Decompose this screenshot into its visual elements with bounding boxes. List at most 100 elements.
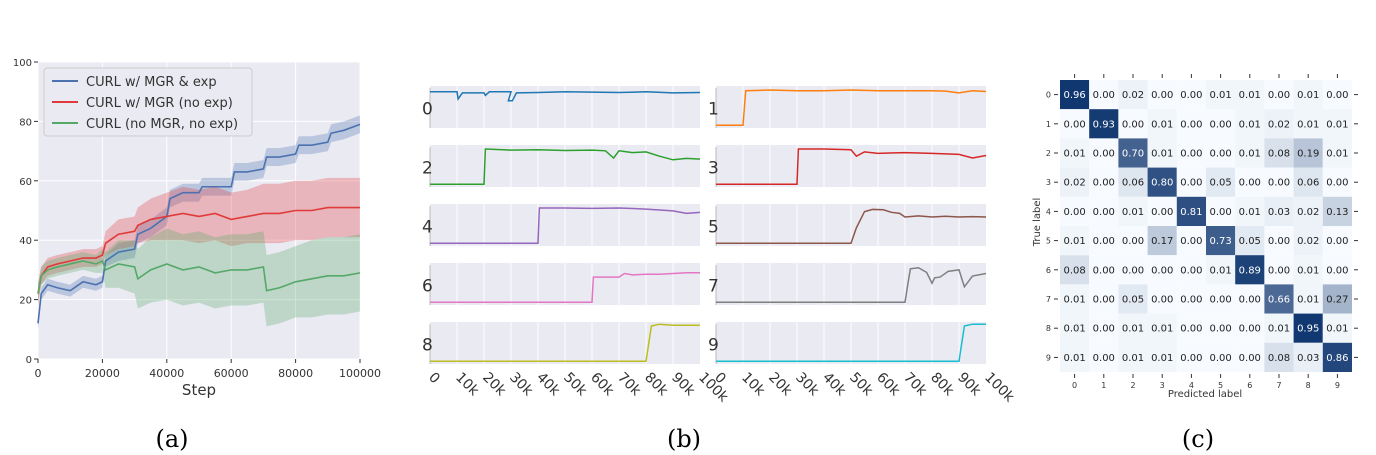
cm-cell-1-1: [1089, 109, 1119, 139]
cm-value-9-9: 0.86: [1326, 353, 1348, 364]
cm-cell-2-7: [1264, 138, 1294, 168]
cm-cell-9-5: [1206, 342, 1236, 372]
panel-b-xtick-label-0-7: 70k: [614, 370, 644, 400]
cm-cell-1-9: [1322, 109, 1352, 139]
panel-b-label-7: 7: [708, 277, 719, 297]
cm-value-3-6: 0.00: [1239, 178, 1261, 189]
cm-value-6-1: 0.00: [1093, 265, 1115, 276]
cm-value-5-0: 0.01: [1063, 236, 1085, 247]
cm-value-7-3: 0.00: [1151, 295, 1173, 306]
cm-value-7-2: 0.05: [1122, 295, 1144, 306]
cm-cell-0-6: [1235, 80, 1265, 110]
cm-cell-0-0: [1060, 80, 1090, 110]
cm-cell-4-9: [1322, 196, 1352, 226]
cm-value-6-7: 0.00: [1268, 265, 1290, 276]
cm-value-0-8: 0.01: [1297, 90, 1319, 101]
cm-cell-6-0: [1060, 255, 1090, 285]
cm-cell-3-9: [1322, 167, 1352, 197]
cm-value-5-3: 0.17: [1151, 236, 1173, 247]
panel-b-xtick-label-1-1: 10k: [738, 370, 768, 400]
panel-b-label-0: 0: [422, 100, 433, 120]
cm-value-9-6: 0.00: [1239, 353, 1261, 364]
legend-entry-1: CURL w/ MGR & exp: [86, 75, 217, 90]
cm-value-1-5: 0.00: [1209, 119, 1231, 130]
cm-value-1-1: 0.93: [1093, 119, 1115, 130]
cm-value-8-3: 0.01: [1151, 324, 1173, 335]
cm-value-2-9: 0.01: [1326, 149, 1348, 160]
cm-value-0-7: 0.00: [1268, 90, 1290, 101]
cm-value-4-1: 0.00: [1093, 207, 1115, 218]
cm-cell-5-6: [1235, 226, 1265, 256]
cm-cell-8-6: [1235, 313, 1265, 343]
panel-b-xtick-label-1-9: 90k: [954, 370, 984, 400]
cm-cell-5-2: [1118, 226, 1148, 256]
cm-value-7-5: 0.00: [1209, 295, 1231, 306]
panel-b-xtick-label-1-10: 100k: [981, 370, 1018, 407]
cm-value-9-0: 0.01: [1063, 353, 1085, 364]
cm-value-6-8: 0.01: [1297, 265, 1319, 276]
cm-ylabel-4: 4: [1046, 207, 1051, 216]
panel-b-line-9: [716, 323, 986, 363]
cm-cell-4-4: [1176, 196, 1206, 226]
cm-ylabel-1: 1: [1046, 120, 1051, 129]
panel-b-subplot-5: 5: [708, 204, 987, 246]
cm-value-0-1: 0.00: [1093, 90, 1115, 101]
cm-cell-7-9: [1322, 284, 1352, 314]
cm-cell-3-7: [1264, 167, 1294, 197]
panel-b-line-6: [430, 272, 700, 304]
cm-cell-7-8: [1293, 284, 1323, 314]
legend-box: [43, 67, 253, 137]
cm-cell-4-6: [1235, 196, 1265, 226]
cm-xlabel-0: 0: [1072, 381, 1077, 390]
cm-cell-2-2: [1118, 138, 1148, 168]
cm-cell-7-7: [1264, 284, 1294, 314]
cm-cell-3-3: [1147, 167, 1177, 197]
cm-ylabel-7: 7: [1046, 295, 1051, 304]
cm-value-2-3: 0.01: [1151, 149, 1173, 160]
cm-ylabel-0: 0: [1046, 91, 1051, 100]
cm-cell-2-0: [1060, 138, 1090, 168]
cm-cell-1-2: [1118, 109, 1148, 139]
cm-value-1-8: 0.01: [1297, 119, 1319, 130]
cm-value-2-8: 0.19: [1297, 149, 1319, 160]
cm-cell-5-5: [1206, 226, 1236, 256]
panel-b-xtick-label-0-4: 40k: [533, 370, 563, 400]
cm-value-6-4: 0.00: [1180, 265, 1202, 276]
cm-cell-4-3: [1147, 196, 1177, 226]
caption-a: (a): [155, 425, 188, 453]
cm-cell-5-3: [1147, 226, 1177, 256]
cm-xlabel-4: 4: [1189, 381, 1194, 390]
cm-value-9-8: 0.03: [1297, 353, 1319, 364]
panel-b-subplot-0: 0: [422, 86, 701, 128]
cm-value-8-7: 0.01: [1268, 324, 1290, 335]
cm-value-0-4: 0.00: [1180, 90, 1202, 101]
panel-b-xtick-label-1-8: 80k: [927, 370, 957, 400]
cm-cell-1-6: [1235, 109, 1265, 139]
cm-ylabel-5: 5: [1046, 237, 1051, 246]
cm-cell-9-6: [1235, 342, 1265, 372]
cm-cell-5-1: [1089, 226, 1119, 256]
cm-value-1-2: 0.00: [1122, 119, 1144, 130]
panel-b-xtick-label-0-8: 80k: [641, 370, 671, 400]
cm-cell-5-4: [1176, 226, 1206, 256]
cm-cell-4-0: [1060, 196, 1090, 226]
cm-value-1-4: 0.00: [1180, 119, 1202, 130]
cm-cell-0-9: [1322, 80, 1352, 110]
cm-cell-6-5: [1206, 255, 1236, 285]
cm-cell-8-9: [1322, 313, 1352, 343]
panel-b-label-2: 2: [422, 159, 433, 179]
panel-b-label-6: 6: [422, 277, 433, 297]
cm-value-2-0: 0.01: [1063, 149, 1085, 160]
cm-value-1-6: 0.01: [1239, 119, 1261, 130]
panel-b-subplot-9: 9: [708, 322, 986, 364]
cm-cell-9-2: [1118, 342, 1148, 372]
panel-b-subplot-8: 8: [422, 322, 700, 364]
panel-b-subplot-6: 6: [422, 263, 700, 305]
panel-c: 0.96 0.00 0.02 0.00 0.00 0.01 0.01 0.00 0.01 0.00…: [1032, 74, 1358, 453]
cm-cell-8-7: [1264, 313, 1294, 343]
panel-a-xtick-label-2: 40000: [149, 367, 184, 380]
cm-cell-3-2: [1118, 167, 1148, 197]
cm-value-4-6: 0.01: [1239, 207, 1261, 218]
cm-cell-9-0: [1060, 342, 1090, 372]
cm-cell-1-0: [1060, 109, 1090, 139]
